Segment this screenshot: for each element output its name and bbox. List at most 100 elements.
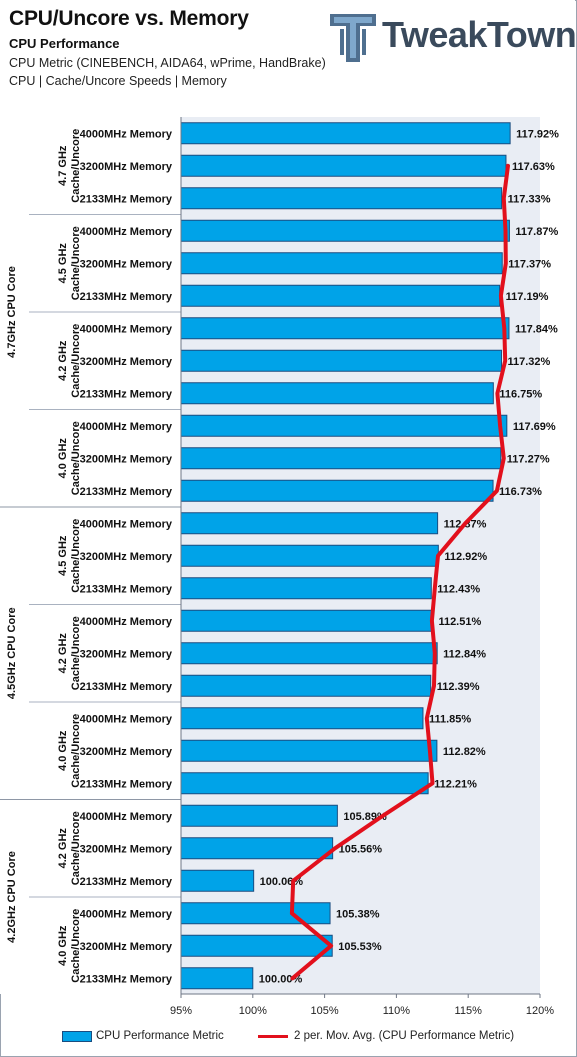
memory-label: 3200MHz Memory xyxy=(80,843,173,855)
bar xyxy=(180,414,508,437)
chart-header: CPU/Uncore vs. Memory CPU Performance CP… xyxy=(0,0,577,112)
chart-category-line: CPU | Cache/Uncore Speeds | Memory xyxy=(9,74,227,88)
memory-label: 2133MHz Memory xyxy=(80,681,173,693)
bar xyxy=(180,122,511,145)
data-label: 112.92% xyxy=(444,551,487,563)
bar xyxy=(180,804,338,827)
memory-label: 2133MHz Memory xyxy=(80,291,173,303)
chart-legend: CPU Performance Metric 2 per. Mov. Avg. … xyxy=(62,1028,562,1048)
cache-group-label: 4.5 GHzCache/Uncore xyxy=(57,519,82,593)
cache-group-label: 4.0 GHzCache/Uncore xyxy=(57,714,82,788)
bar xyxy=(180,317,510,340)
cache-group-label: 4.5 GHzCache/Uncore xyxy=(57,226,82,300)
memory-label: 3200MHz Memory xyxy=(80,453,173,465)
data-label: 105.56% xyxy=(339,843,383,855)
bar xyxy=(180,382,494,405)
bar xyxy=(180,349,503,372)
bar xyxy=(180,837,334,860)
memory-label: 3200MHz Memory xyxy=(80,941,173,953)
memory-label: 4000MHz Memory xyxy=(80,616,173,628)
bar xyxy=(180,544,439,567)
bar xyxy=(180,902,331,925)
data-label: 117.69% xyxy=(513,421,556,433)
memory-label: 4000MHz Memory xyxy=(80,518,173,530)
cache-group-label: 4.2 GHzCache/Uncore xyxy=(57,616,82,690)
tweaktown-logo: TweakTown xyxy=(326,8,577,64)
data-label: 112.82% xyxy=(443,746,486,758)
data-label: 117.92% xyxy=(516,128,559,140)
memory-label: 4000MHz Memory xyxy=(80,226,173,238)
cache-group-label: 4.2 GHzCache/Uncore xyxy=(57,324,82,398)
bar xyxy=(180,642,438,665)
bar xyxy=(180,219,510,242)
memory-label: 3200MHz Memory xyxy=(80,356,173,368)
data-label: 111.85% xyxy=(429,713,471,725)
memory-label: 4000MHz Memory xyxy=(80,908,173,920)
memory-label: 2133MHz Memory xyxy=(80,973,173,985)
data-label: 116.75% xyxy=(499,388,542,400)
bar xyxy=(180,609,433,632)
memory-label: 3200MHz Memory xyxy=(80,648,173,660)
x-tick-label: 115% xyxy=(455,1005,483,1017)
bar xyxy=(180,577,432,600)
legend-bar-label: CPU Performance Metric xyxy=(96,1030,224,1042)
memory-label: 2133MHz Memory xyxy=(80,876,173,888)
category-panel xyxy=(0,112,181,994)
memory-label: 3200MHz Memory xyxy=(80,551,173,563)
bar xyxy=(180,252,503,275)
data-label: 117.33% xyxy=(508,193,551,205)
tweaktown-tt-icon xyxy=(330,14,376,62)
bar xyxy=(180,479,494,502)
data-label: 117.87% xyxy=(515,226,558,238)
chart-subtitle: CPU Performance xyxy=(9,36,120,51)
legend-bar-swatch xyxy=(62,1030,92,1042)
cpu-group-label: 4.5GHz CPU Core xyxy=(6,607,18,699)
bar xyxy=(180,869,255,892)
memory-label: 2133MHz Memory xyxy=(80,193,173,205)
data-label: 117.19% xyxy=(506,291,549,303)
data-label: 100.00% xyxy=(259,973,303,985)
legend-line-label: 2 per. Mov. Avg. (CPU Performance Metric… xyxy=(294,1030,515,1042)
cpu-group-label: 4.7GHz CPU Core xyxy=(6,266,18,358)
memory-label: 4000MHz Memory xyxy=(80,713,173,725)
data-label: 112.39% xyxy=(437,681,480,693)
cache-group-label: 4.2 GHzCache/Uncore xyxy=(57,811,82,885)
bar xyxy=(180,187,503,210)
memory-label: 4000MHz Memory xyxy=(80,811,173,823)
x-tick-label: 105% xyxy=(311,1005,339,1017)
data-label: 105.53% xyxy=(338,941,382,953)
bar xyxy=(180,934,333,957)
memory-label: 3200MHz Memory xyxy=(80,746,173,758)
bar xyxy=(180,772,429,795)
bar xyxy=(180,512,439,535)
x-tick-label: 100% xyxy=(239,1005,267,1017)
cache-group-label: 4.7 GHzCache/Uncore xyxy=(57,129,82,203)
data-label: 105.38% xyxy=(336,908,380,920)
memory-label: 2133MHz Memory xyxy=(80,583,173,595)
bar xyxy=(180,154,507,177)
data-label: 112.51% xyxy=(438,616,481,628)
x-tick-label: 95% xyxy=(170,1005,192,1017)
moving-average-line xyxy=(289,163,510,981)
data-label: 117.84% xyxy=(515,323,558,335)
memory-label: 2133MHz Memory xyxy=(80,778,173,790)
data-label: 112.84% xyxy=(443,648,486,660)
data-label: 117.37% xyxy=(508,258,551,270)
data-label: 117.63% xyxy=(512,161,555,173)
cache-group-label: 4.0 GHzCache/Uncore xyxy=(57,909,82,983)
data-label: 112.21% xyxy=(434,778,477,790)
bar xyxy=(180,674,432,697)
bar xyxy=(180,447,502,470)
bar xyxy=(180,284,501,307)
memory-label: 3200MHz Memory xyxy=(80,161,173,173)
memory-label: 4000MHz Memory xyxy=(80,128,173,140)
cache-group-label: 4.0 GHzCache/Uncore xyxy=(57,421,82,495)
legend-item-bars: CPU Performance Metric xyxy=(62,1030,224,1042)
legend-item-line: 2 per. Mov. Avg. (CPU Performance Metric… xyxy=(258,1030,514,1042)
x-tick-label: 110% xyxy=(383,1005,411,1017)
memory-label: 2133MHz Memory xyxy=(80,486,173,498)
bar xyxy=(180,739,438,762)
legend-line-swatch xyxy=(258,1034,288,1038)
memory-label: 4000MHz Memory xyxy=(80,421,173,433)
